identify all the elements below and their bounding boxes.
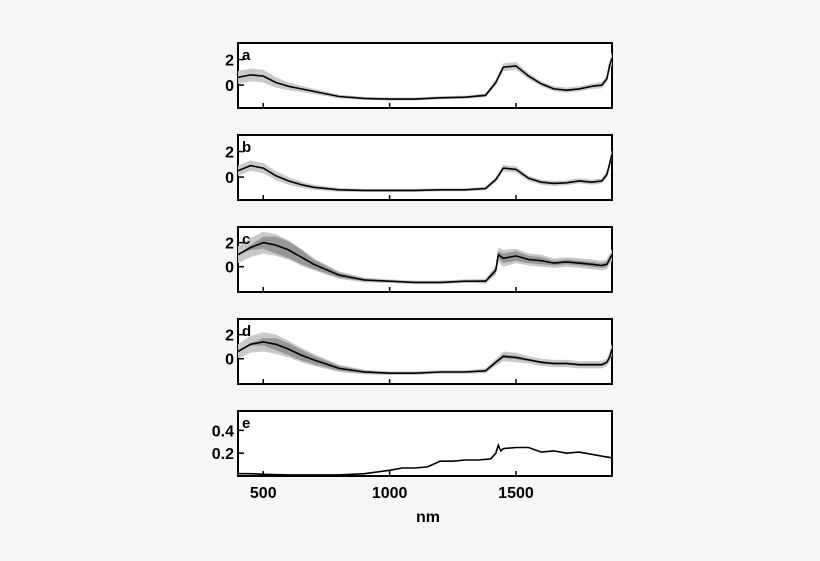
panel-e: 0.2 0.4 500 1000 1500 nm e [212,410,613,526]
xtick-label: 1000 [372,485,408,502]
panel-e-series-line [238,442,613,476]
panel-e-label: e [242,415,250,432]
panel-d-ytick-label: 2 [225,328,234,345]
panel-d-label: d [242,323,251,340]
panel-c: 0 2 c [225,226,613,293]
panel-e-frame [237,410,613,477]
xtick-label: 500 [250,485,277,502]
panel-c-ytick-label: 0 [225,260,234,277]
panel-a-label: a [242,47,251,64]
panel-b-ytick-label: 0 [225,170,234,187]
panel-e-ytick-label: 0.4 [212,423,234,440]
panel-e-ytick-label: 0.2 [212,446,234,463]
panel-d-inner-band [238,338,612,374]
panel-a-ytick-label: 0 [225,78,234,95]
panel-d-ytick-label: 0 [225,352,234,369]
xtick-label: 1500 [498,485,534,502]
panel-c-label: c [242,231,250,248]
panel-b-series-line [237,153,613,192]
panel-b-label: b [242,139,251,156]
panel-c-series-line [237,241,613,284]
panel-d-series-line [237,341,613,375]
panel-d: 0 2 d [225,318,613,385]
panel-b-ytick-label: 2 [225,145,234,162]
panel-b: 0 2 b [225,134,613,201]
panel-a-series-line [237,58,613,100]
panel-c-ytick-label: 2 [225,236,234,253]
panel-a-ytick-label: 2 [225,53,234,70]
panel-a: 0 2 a [225,42,613,109]
x-axis-label: nm [416,509,440,526]
